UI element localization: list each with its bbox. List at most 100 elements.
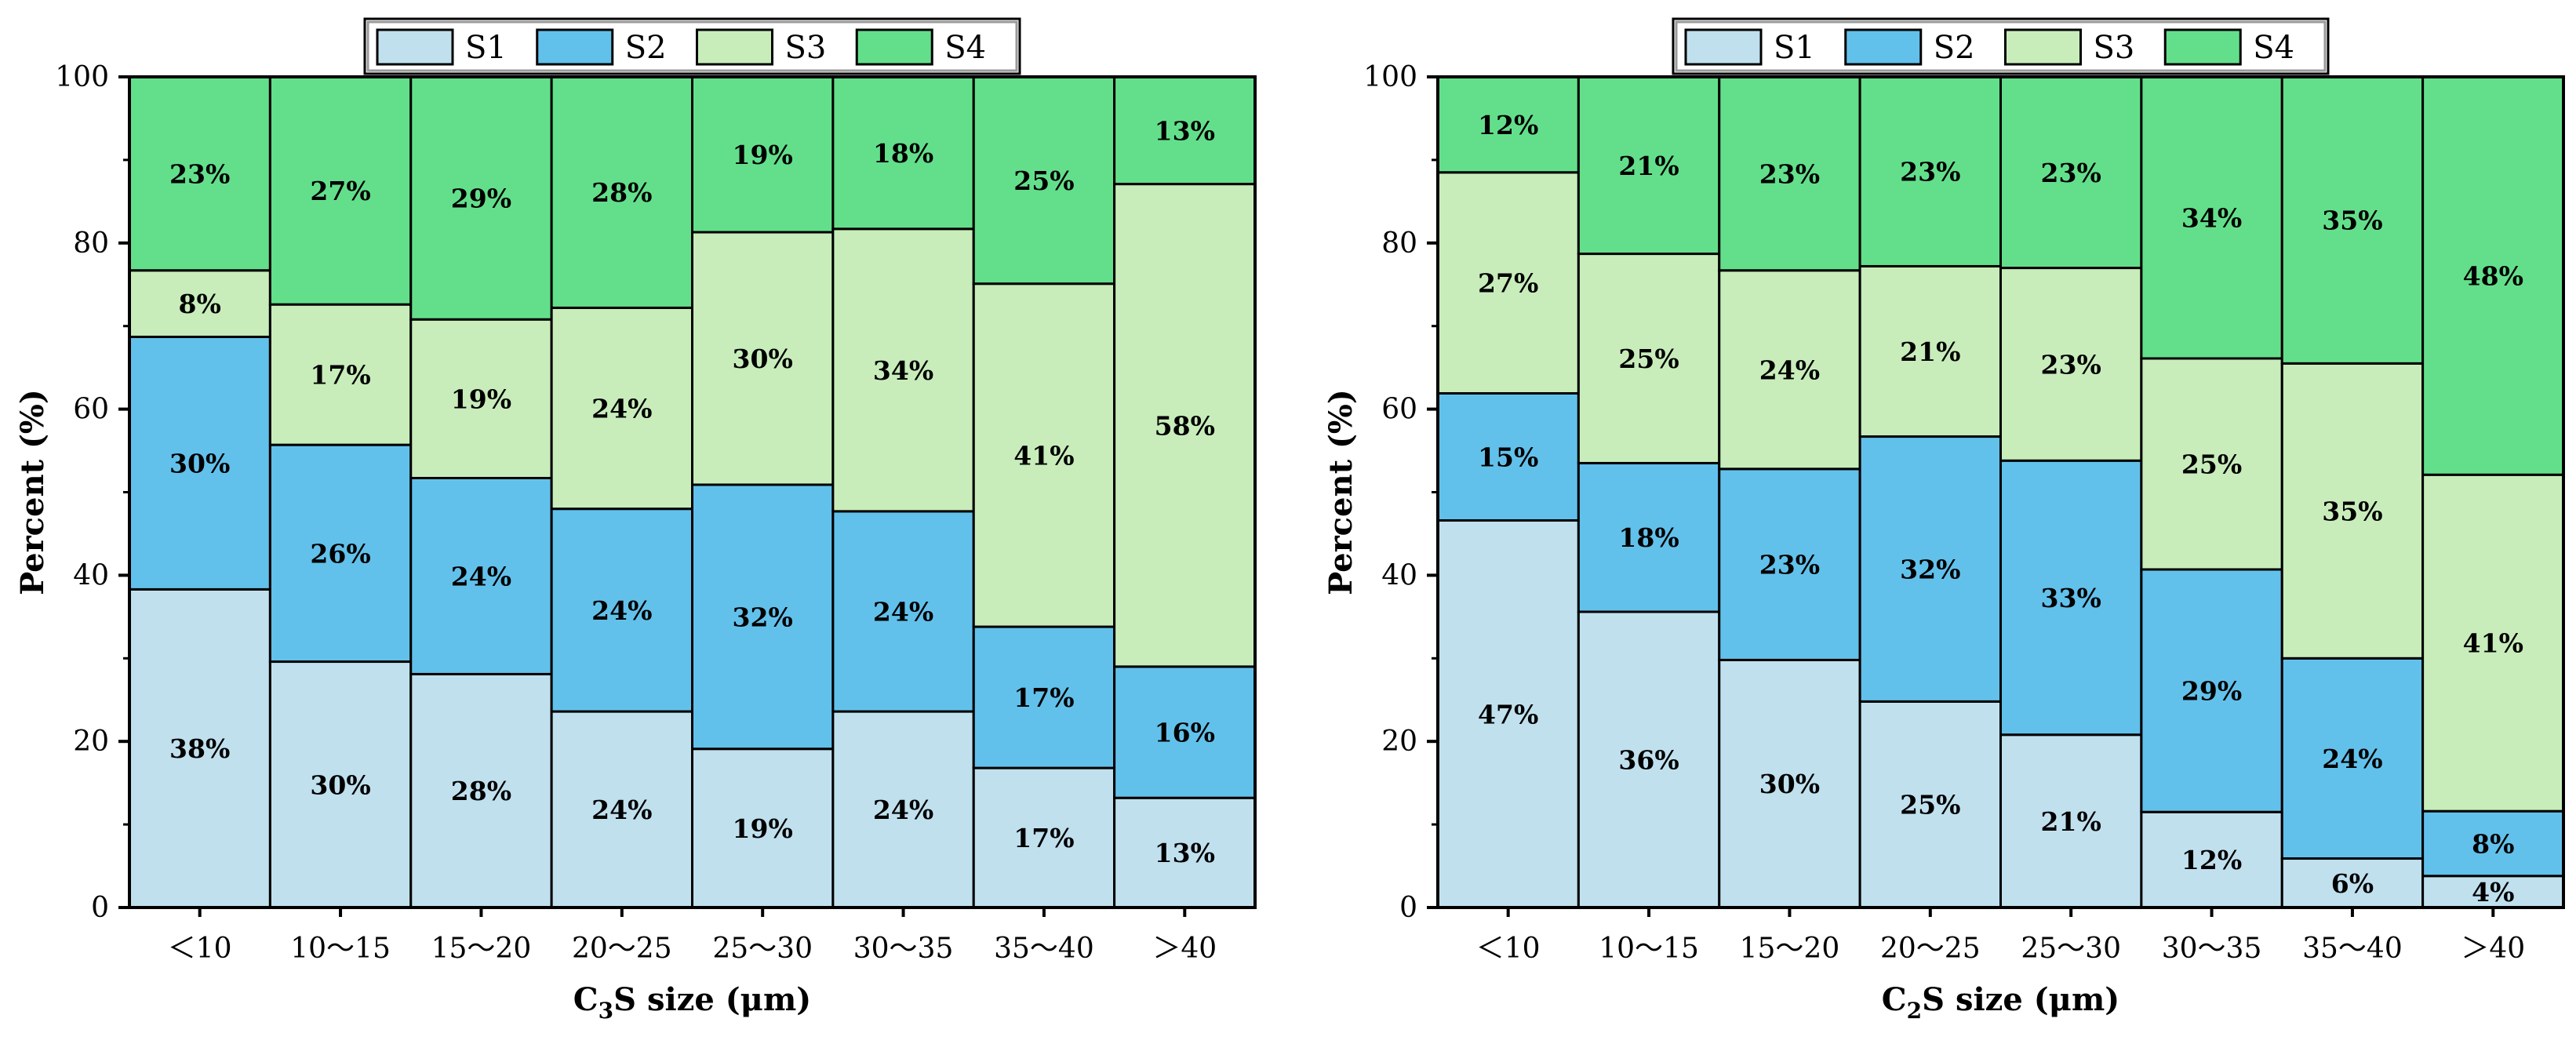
data-label: 30% [310, 769, 370, 800]
bar-segment-s2-3 [409, 476, 553, 675]
legend-swatch-s2 [536, 28, 614, 66]
bar-segment-s3-7 [2280, 362, 2425, 660]
bar-segment-s4-8 [1113, 75, 1257, 186]
data-label: 8% [179, 289, 221, 319]
x-axis-title-prefix: C [1882, 981, 1907, 1018]
bar-segment-s4-4 [1858, 75, 2002, 267]
bar-segment-s3-3 [409, 318, 553, 479]
data-label: 8% [2472, 828, 2514, 859]
data-label: 41% [2463, 628, 2523, 659]
data-label: 23% [2041, 158, 2101, 188]
data-label: 47% [1478, 699, 1538, 729]
bar-segment-s3-2 [268, 303, 413, 446]
x-tick-label: ＜10 [168, 933, 232, 965]
data-label: 35% [2322, 206, 2382, 236]
legend-swatch-s4 [2163, 28, 2242, 66]
data-label: 18% [873, 138, 933, 169]
legend: S1 S2 S3 S4 [363, 17, 1021, 75]
legend-label-s2: S2 [625, 30, 667, 66]
data-label: 24% [451, 561, 511, 591]
data-label: 21% [1900, 336, 1960, 367]
x-tick-label: 20～25 [572, 933, 672, 965]
bar-segment-s2-7 [972, 625, 1116, 769]
data-label: 30% [733, 344, 793, 374]
x-tick-label: 20～25 [1880, 933, 1981, 965]
x-axis-title: C2S size (μm) [1882, 981, 2119, 1024]
bar-segment-s4-7 [972, 75, 1116, 286]
data-label: 29% [451, 184, 511, 214]
data-label: 28% [451, 776, 511, 806]
data-label: 38% [169, 733, 230, 764]
x-tick-label: 25～30 [712, 933, 813, 965]
legend-label-s4: S4 [944, 30, 986, 66]
data-label: 17% [310, 360, 370, 391]
data-label: 12% [1478, 110, 1538, 140]
legend-label-s1: S1 [465, 30, 507, 66]
legend-label-s3: S3 [2094, 30, 2135, 66]
bar-segment-s4-2 [268, 75, 413, 306]
data-label: 41% [1013, 440, 1074, 471]
x-tick-label: ＜10 [1476, 933, 1541, 965]
data-label: 58% [1155, 410, 1215, 441]
data-label: 32% [1900, 554, 1960, 584]
x-tick-label: 10～15 [290, 933, 391, 965]
legend: S1 S2 S3 S4 [1672, 17, 2330, 75]
y-tick-label: 20 [1381, 726, 1417, 758]
bar-segment-s3-5 [1999, 267, 2143, 462]
bar-segment-s3-6 [2140, 357, 2283, 571]
data-label: 24% [591, 595, 652, 626]
bar-segment-s3-3 [1718, 269, 1861, 471]
bar-segment-s2-6 [2140, 568, 2283, 813]
data-label: 25% [2181, 449, 2242, 479]
data-label: 23% [169, 158, 230, 189]
data-label: 24% [2322, 744, 2382, 774]
legend-swatch-s2 [1844, 28, 1923, 66]
y-tick-label: 0 [91, 892, 109, 924]
y-tick-label: 20 [73, 726, 109, 758]
y-tick-label: 100 [55, 61, 109, 93]
chart-panel-1: 38% 30% 8% 23% 30% 26% 17% 27% 28% 24% 19% 29% 24% 24… [14, 17, 1257, 1024]
y-tick-label: 40 [1381, 559, 1417, 591]
y-tick-label: 80 [73, 227, 109, 260]
x-tick-label: 15～20 [431, 933, 532, 965]
x-axis-title-subscript: 3 [599, 998, 613, 1024]
data-label: 30% [169, 448, 230, 478]
data-label: 23% [1900, 157, 1960, 187]
y-axis-title: Percent (%) [14, 389, 51, 595]
data-label: 24% [1759, 355, 1820, 385]
bar-segment-s1-4 [550, 710, 693, 909]
legend-label-s1: S1 [1774, 30, 1815, 66]
bar-segment-s2-1 [1436, 391, 1580, 522]
bar-segment-s1-7 [2280, 857, 2425, 909]
data-label: 26% [310, 538, 370, 569]
bar-segment-s1-6 [2140, 810, 2283, 909]
data-label: 34% [873, 355, 933, 386]
data-label: 23% [1759, 158, 1820, 189]
data-label: 21% [2041, 806, 2101, 837]
bar-segment-s1-5 [691, 748, 835, 909]
x-tick-label: ＞40 [1152, 933, 1217, 965]
data-label: 21% [1618, 151, 1679, 181]
x-axis-title-suffix: S size (μm) [1922, 981, 2119, 1018]
y-tick-label: 60 [1381, 394, 1417, 426]
legend-inner-border [366, 20, 1018, 72]
bar-segment-s2-2 [268, 443, 413, 664]
data-label: 24% [591, 394, 652, 424]
bar-segment-s2-2 [1577, 461, 1721, 613]
x-axis-title-suffix: S size (μm) [613, 981, 811, 1018]
data-label: 25% [1900, 790, 1960, 820]
bar-segment-s4-3 [1718, 75, 1861, 272]
data-label: 4% [2472, 877, 2514, 908]
bar-segment-s3-8 [2421, 473, 2565, 813]
data-label: 27% [310, 176, 370, 206]
data-label: 17% [1013, 823, 1074, 853]
data-label: 30% [1759, 769, 1820, 799]
legend-label-s2: S2 [1934, 30, 1975, 66]
data-label: 35% [2322, 496, 2382, 526]
data-label: 34% [2181, 203, 2242, 234]
legend-swatch-s1 [1684, 28, 1763, 66]
bar-segment-s3-8 [1113, 183, 1257, 668]
y-axis-title: Percent (%) [1323, 389, 1359, 595]
